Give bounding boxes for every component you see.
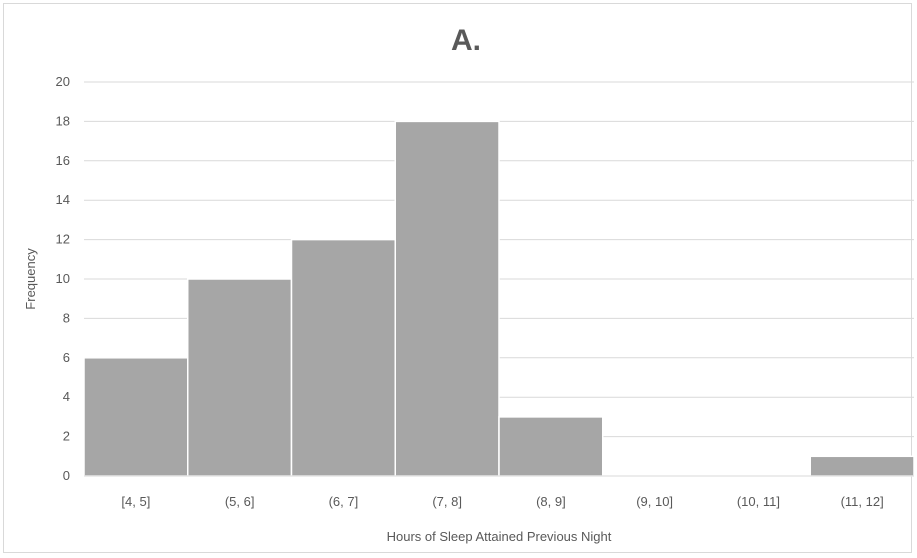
x-tick-label: (8, 9]: [536, 494, 566, 509]
chart-title: A.: [451, 24, 481, 57]
y-tick-label: 10: [56, 271, 70, 286]
bars: [83, 120, 915, 477]
x-tick-label: (7, 8]: [432, 494, 462, 509]
bar: [809, 455, 915, 477]
y-tick-label: 16: [56, 153, 70, 168]
y-tick-label: 20: [56, 74, 70, 89]
x-tick-labels: [4, 5] (5, 6] (6, 7] (7, 8] (8, 9] (9, 10] (10…: [121, 494, 883, 509]
bar: [498, 416, 604, 477]
y-tick-labels: 0 2 4 6 8 10 12 14 16 18 20: [56, 74, 70, 483]
y-axis-title: Frequency: [23, 248, 38, 310]
y-tick-label: 14: [56, 192, 70, 207]
bar: [394, 120, 500, 477]
x-tick-label: (9, 10]: [636, 494, 673, 509]
bar: [187, 278, 293, 477]
x-tick-label: (6, 7]: [329, 494, 359, 509]
y-tick-label: 18: [56, 113, 70, 128]
y-tick-label: 2: [63, 429, 70, 444]
y-tick-label: 4: [63, 389, 70, 404]
y-tick-label: 0: [63, 468, 70, 483]
x-axis-title: Hours of Sleep Attained Previous Night: [387, 529, 612, 544]
y-tick-label: 12: [56, 232, 70, 247]
x-tick-label: (11, 12]: [841, 494, 884, 509]
x-tick-label: (10, 11]: [737, 494, 780, 509]
bar: [290, 238, 396, 477]
x-tick-label: (5, 6]: [225, 494, 255, 509]
bar: [83, 357, 189, 477]
x-tick-label: [4, 5]: [121, 494, 150, 509]
y-tick-label: 6: [63, 350, 70, 365]
y-tick-label: 8: [63, 310, 70, 325]
